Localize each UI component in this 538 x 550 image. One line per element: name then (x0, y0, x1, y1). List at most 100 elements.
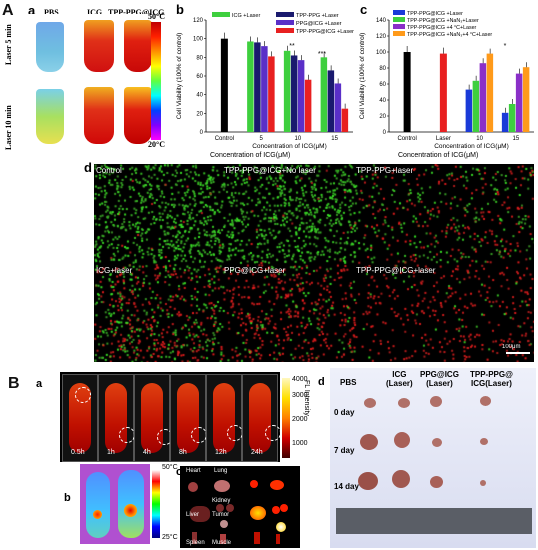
tumor-col-tpp: TPP-PPG@ ICG(Laser) (470, 370, 513, 388)
y-tick-label: 80 (379, 66, 386, 72)
fl-time-label: 4h (143, 449, 151, 456)
thermal-scale-max: 50°C (148, 12, 165, 21)
bar-1-3 (508, 104, 516, 132)
bar-0-1 (247, 41, 254, 132)
y-tick-label: 40 (196, 93, 203, 99)
bar-2-2 (297, 60, 305, 133)
organ-label-spleen: Spleen (186, 540, 205, 546)
fl-organ-6 (254, 532, 260, 544)
ruler (336, 508, 532, 534)
fl-frame-2: 4h (134, 374, 173, 462)
micro-label-tpp-ppg-laser: TPP-PPG+laser (356, 166, 414, 175)
organ-label-liver: Liver (186, 512, 200, 518)
organ-label-heart: Heart (186, 468, 201, 474)
bar-3-2 (304, 79, 312, 132)
y-tick-label: 120 (376, 34, 387, 40)
fl-time-label: 12h (215, 449, 227, 456)
thermal-mouse-1 (86, 472, 110, 538)
micrograph-canvas (94, 164, 534, 362)
y-tick-label: 0 (200, 130, 204, 136)
tumor-ppg-0 (430, 396, 442, 407)
fl-colorbar-label: FL Intensity (303, 380, 310, 416)
y-tick-label: 40 (379, 98, 386, 104)
legend-label-0: ICG +Laser (232, 13, 260, 19)
bar-0-3 (501, 112, 509, 132)
micro-label-ppg-icg-laser: PPG@ICG+laser (224, 266, 286, 275)
tumor-row-7day: 7 day (334, 446, 355, 455)
tumor-photo: PBS ICG (Laser) PPG@ICG (Laser) TPP-PPG@… (330, 368, 536, 548)
tumor-tpp-14 (480, 480, 486, 486)
legend-swatch-3 (393, 31, 405, 36)
tube-icg-10min (84, 87, 114, 144)
thermal-hotspot-1 (93, 510, 102, 519)
tumor-circle (265, 425, 281, 441)
panel-label-A: A (2, 2, 14, 19)
x-tick-label: Laser (436, 136, 451, 142)
organ-muscle (220, 534, 226, 544)
thermal-tube-image (18, 14, 152, 149)
tube-col-icg: ICG (87, 8, 103, 17)
micro-label-tpp-ppg-icg-nolaser: TPP-PPG@ICG+No laser (224, 166, 316, 175)
bar-3-3 (341, 108, 349, 132)
fl-frame-5: 24h (242, 374, 281, 462)
x-tick-label: 15 (331, 136, 338, 142)
fl-organ-1 (250, 480, 258, 488)
micro-label-tpp-ppg-icg-laser: TPP-PPG@ICG+laser (356, 266, 436, 275)
x-tick-label: 5 (259, 136, 263, 142)
legend-swatch-3 (276, 28, 294, 33)
y-tick-label: 0 (383, 130, 387, 136)
row-xlabel-left: Concentration of ICG(μM) (210, 152, 291, 159)
fl-frame-1: 1h (98, 374, 135, 462)
tumor-col-ppg: PPG@ICG (Laser) (420, 370, 459, 388)
tumor-ppg-7 (432, 438, 442, 447)
legend-swatch-0 (212, 12, 230, 17)
x-tick-label: 10 (476, 136, 483, 142)
bar-control (403, 52, 411, 132)
bar-1-3 (327, 70, 335, 132)
tube-tpp-5min (124, 20, 152, 72)
y-tick-label: 140 (376, 18, 387, 24)
x-tick-label: 15 (513, 136, 520, 142)
bar-3-3 (522, 67, 530, 132)
subpanel-label-c: c (360, 2, 368, 17)
thermal-mice-image (80, 464, 150, 544)
y-tick-label: 100 (376, 50, 387, 56)
thermal-hotspot-2 (124, 504, 137, 517)
organ-spleen (192, 532, 197, 544)
significance-star: * (504, 43, 507, 50)
y-tick-label: 120 (193, 18, 204, 24)
bar-1-2 (472, 80, 480, 132)
subpanel-label-Bd: d (318, 376, 325, 388)
tumor-circle (191, 427, 207, 443)
x-axis-label: Concentration of ICG(μM) (252, 143, 327, 150)
fl-organ-7 (276, 534, 280, 544)
subpanel-label-b: b (176, 2, 184, 17)
legend-label-3: TPP-PPG@ICG +NaN₃+4 °C+Laser (407, 32, 492, 38)
panel-label-B: B (8, 375, 20, 392)
micro-label-control: Control (96, 166, 122, 175)
legend-label-2: PPG@ICG +Laser (296, 21, 342, 27)
y-tick-label: 100 (193, 37, 204, 43)
row-xlabel-right: Concentration of ICG(μM) (398, 152, 479, 159)
scale-bar (506, 352, 530, 354)
fl-colorbar (282, 378, 290, 458)
fl-organ-4 (272, 506, 280, 514)
tumor-tpp-0 (480, 396, 491, 406)
organ-label-tumor: Tumor (212, 512, 230, 518)
bar-control (220, 38, 228, 132)
tube-tpp-10min (124, 87, 152, 144)
fl-time-label: 0.5h (71, 449, 85, 456)
y-tick-label: 60 (379, 82, 386, 88)
thermal-mice-min: 25°C (162, 534, 178, 541)
legend-label-1: TPP-PPG@ICG +NaN₃+Laser (407, 18, 479, 24)
bar-laser (439, 53, 447, 132)
fl-organ-2 (270, 480, 284, 490)
thermal-mice-max: 50°C (162, 464, 178, 471)
tube-row-10min: Laser 10 min (4, 105, 13, 150)
tumor-tpp-7 (480, 438, 488, 445)
bar-2-3 (334, 83, 342, 132)
tube-pbs-5min (36, 22, 64, 72)
tumor-pbs-14 (358, 472, 378, 490)
bar-1-1 (254, 42, 261, 132)
bar-0-2 (465, 89, 473, 132)
